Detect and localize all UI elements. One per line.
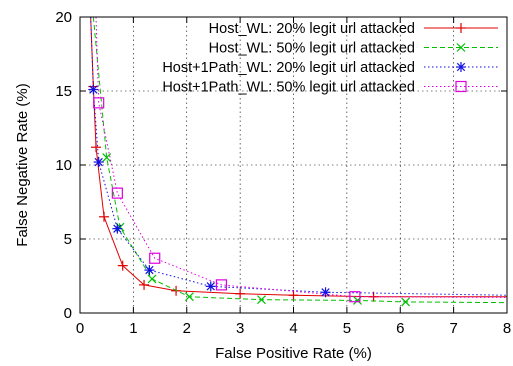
data-point-marker <box>111 187 123 199</box>
data-point-marker <box>93 97 105 109</box>
plot-series <box>88 17 507 307</box>
data-point-marker <box>93 157 104 168</box>
data-point-marker <box>147 274 157 284</box>
grid-lines <box>80 17 507 313</box>
data-point-marker <box>288 290 299 301</box>
data-point-marker <box>257 295 266 305</box>
data-point-marker <box>112 223 123 234</box>
y-tick-label: 20 <box>55 9 72 26</box>
data-point-marker <box>149 252 161 264</box>
x-axis-label: False Positive Rate (%) <box>215 345 372 362</box>
data-point-marker <box>139 279 150 290</box>
x-tick-label: 4 <box>289 320 297 337</box>
legend-label: Host_WL: 20% legit url attacked <box>209 21 415 37</box>
y-tick-label: 10 <box>55 157 72 174</box>
series-4 <box>93 17 507 303</box>
data-point-marker <box>117 260 128 271</box>
legend-entry: Host+1Path_WL: 20% legit url attacked <box>162 60 498 76</box>
x-tick-label: 5 <box>343 320 351 337</box>
data-point-marker <box>456 62 466 72</box>
axis-ticks: 0 1 2 3 4 5 6 7 8 0 5 10 15 20 <box>55 9 511 337</box>
data-point-marker <box>184 292 194 302</box>
data-point-marker <box>456 23 466 33</box>
data-point-marker <box>99 211 110 222</box>
y-tick-label: 15 <box>55 83 72 100</box>
data-point-marker <box>144 265 155 276</box>
legend-entry: Host_WL: 20% legit url attacked <box>209 21 498 37</box>
data-point-marker <box>235 288 246 299</box>
legend-label: Host_WL: 50% legit url attacked <box>209 41 415 57</box>
legend-entry: Host_WL: 50% legit url attacked <box>209 41 498 57</box>
data-point-marker <box>349 291 361 303</box>
series-2 <box>92 17 507 307</box>
data-point-marker <box>91 142 102 153</box>
y-tick-label: 5 <box>64 231 72 248</box>
y-axis-label: False Negative Rate (%) <box>14 83 31 246</box>
data-point-marker <box>456 43 466 52</box>
x-tick-label: 7 <box>449 320 457 337</box>
data-point-marker <box>88 84 99 95</box>
data-point-marker <box>102 153 112 163</box>
legend-entry: Host+1Path_WL: 50% legit url attacked <box>162 80 498 96</box>
x-tick-label: 1 <box>129 320 137 337</box>
series-line <box>95 17 507 298</box>
x-tick-label: 3 <box>236 320 244 337</box>
x-tick-label: 6 <box>396 320 404 337</box>
legend-label: Host+1Path_WL: 20% legit url attacked <box>162 60 415 76</box>
data-point-marker <box>320 287 331 298</box>
legend: Host_WL: 20% legit url attacked Host_WL: … <box>162 21 498 96</box>
data-point-marker <box>401 297 411 307</box>
x-tick-label: 8 <box>503 320 511 337</box>
legend-label: Host+1Path_WL: 50% legit url attacked <box>162 80 415 96</box>
data-point-marker <box>215 279 228 291</box>
x-tick-label: 2 <box>183 320 191 337</box>
data-point-marker <box>205 281 216 292</box>
x-tick-label: 0 <box>76 320 84 337</box>
data-point-marker <box>455 80 467 93</box>
y-tick-label: 0 <box>64 305 72 322</box>
